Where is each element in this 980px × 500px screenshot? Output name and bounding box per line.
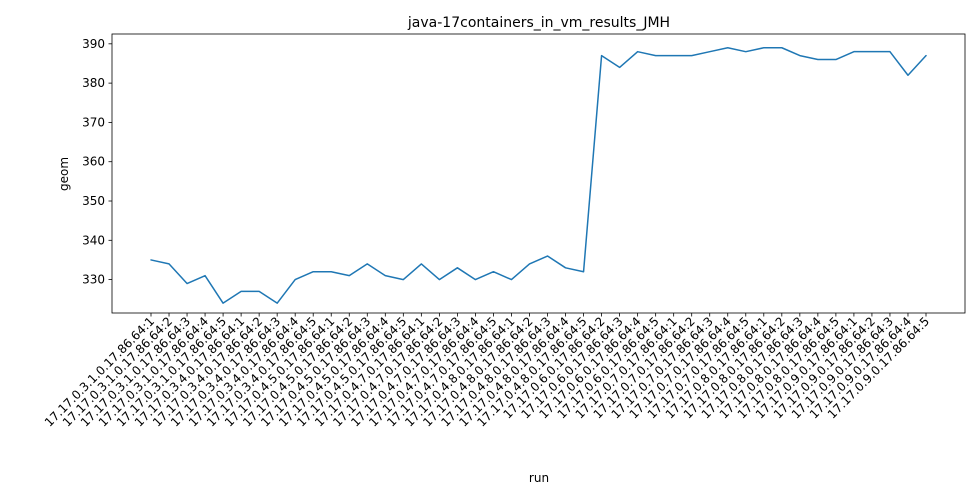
y-tick-label: 380	[82, 76, 105, 90]
x-axis-label: run	[529, 471, 549, 485]
y-tick-label: 340	[82, 233, 105, 247]
y-tick-label: 330	[82, 273, 105, 287]
y-tick-label: 390	[82, 37, 105, 51]
series-line	[150, 47, 927, 304]
series-layer	[150, 47, 927, 304]
y-tick-label: 350	[82, 194, 105, 208]
y-axis: 330 340 350 360 370 380 390	[82, 37, 112, 287]
x-axis: 17.17.0.3.1.0.17.86.64:117.17.0.3.1.0.17…	[42, 313, 932, 430]
y-axis-label: geom	[57, 157, 71, 191]
y-tick-label: 370	[82, 115, 105, 129]
chart-title: java-17containers_in_vm_results_JMH	[407, 15, 670, 31]
y-tick-label: 360	[82, 155, 105, 169]
plot-frame	[111, 33, 966, 314]
